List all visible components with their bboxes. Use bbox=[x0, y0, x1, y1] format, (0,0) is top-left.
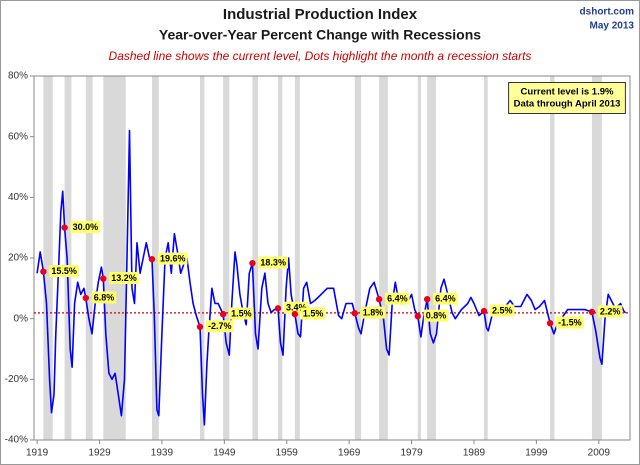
recession-start-dot bbox=[40, 268, 47, 275]
dot-label-bg bbox=[360, 306, 386, 319]
recession-band bbox=[591, 76, 602, 440]
dot-label: 1.5% bbox=[231, 308, 252, 318]
dot-label-bg bbox=[157, 252, 188, 265]
dot-label-bg bbox=[489, 304, 515, 317]
recession-start-dot bbox=[414, 313, 422, 320]
x-tick-label: 1919 bbox=[26, 448, 49, 459]
recession-band bbox=[200, 76, 205, 440]
dot-label-bg bbox=[556, 316, 584, 329]
dot-label-bg bbox=[206, 320, 234, 333]
dot-label: 3.4% bbox=[286, 303, 307, 313]
recession-start-dot bbox=[546, 320, 554, 327]
recession-start-dot bbox=[61, 224, 68, 231]
y-tick-label: -20% bbox=[5, 374, 28, 385]
dot-label: 18.3% bbox=[260, 258, 286, 268]
dot-label-bg bbox=[229, 307, 254, 320]
recession-band bbox=[43, 76, 53, 440]
recession-start-dot bbox=[291, 310, 299, 318]
y-tick-label: 40% bbox=[8, 192, 28, 203]
dot-label-bg bbox=[109, 272, 139, 285]
dot-label-bg bbox=[385, 292, 410, 305]
x-tick-label: 1939 bbox=[151, 448, 174, 459]
x-tick-label: 1959 bbox=[276, 448, 299, 459]
dot-label: 1.8% bbox=[363, 308, 384, 318]
dot-label: 0.8% bbox=[426, 311, 447, 321]
recession-start-dot bbox=[196, 323, 204, 331]
y-tick-label: 60% bbox=[8, 131, 28, 142]
chart-title: Industrial Production Index bbox=[223, 6, 418, 23]
recession-band bbox=[294, 76, 300, 440]
x-tick-label: 1999 bbox=[525, 448, 548, 459]
recession-start-dot bbox=[148, 256, 156, 263]
dot-label: 6.8% bbox=[94, 292, 115, 302]
x-tick-label: 1949 bbox=[213, 448, 236, 459]
dot-label: 19.6% bbox=[160, 254, 186, 264]
recession-band bbox=[85, 76, 93, 440]
date: May 2013 bbox=[590, 21, 635, 32]
dot-label-bg bbox=[91, 291, 117, 304]
dot-label-bg bbox=[433, 292, 458, 305]
dot-label: 1.5% bbox=[303, 308, 324, 318]
dot-label: 13.2% bbox=[111, 273, 137, 283]
dot-label: -1.5% bbox=[558, 318, 582, 328]
recession-start-dot bbox=[100, 275, 107, 282]
recession-band bbox=[417, 76, 421, 440]
x-tick-label: 1989 bbox=[463, 448, 486, 459]
annotation-line: Current level is 1.9% bbox=[521, 87, 614, 98]
plot-area: -40% -20% 0% 20% 40% 60% 80% 1919 1929 1939 1949 19… bbox=[5, 71, 631, 459]
annotation-line: Data through April 2013 bbox=[514, 99, 621, 110]
x-tick-label: 1979 bbox=[400, 448, 423, 459]
x-tick-label: 1969 bbox=[338, 448, 361, 459]
dot-label: 15.5% bbox=[51, 266, 77, 276]
dot-label-bg bbox=[300, 307, 326, 320]
y-tick-label: -40% bbox=[5, 435, 28, 446]
y-tick-label: 0% bbox=[14, 313, 29, 324]
recession-start-dot bbox=[249, 259, 256, 267]
y-tick-label: 20% bbox=[8, 253, 28, 264]
x-tick-label: 1929 bbox=[88, 448, 111, 459]
dot-label-bg bbox=[597, 305, 623, 318]
recession-band bbox=[64, 76, 72, 440]
recession-band bbox=[427, 76, 436, 440]
chart-subtitle: Year-over-Year Percent Change with Reces… bbox=[159, 27, 481, 43]
source: dshort.com bbox=[580, 7, 635, 18]
recession-start-dot bbox=[375, 296, 383, 303]
dot-label: 6.4% bbox=[435, 294, 456, 304]
dot-label: 2.2% bbox=[600, 306, 621, 316]
dot-label: 6.4% bbox=[387, 294, 408, 304]
recession-start-dot bbox=[219, 310, 227, 318]
annotation: Current level is 1.9%Data through April … bbox=[508, 82, 626, 115]
dot-label: 30.0% bbox=[73, 222, 99, 232]
dot-label: 2.5% bbox=[492, 305, 513, 315]
dot-label-bg bbox=[258, 256, 288, 269]
recession-band bbox=[379, 76, 388, 440]
dot-label-bg bbox=[70, 221, 101, 234]
recession-band bbox=[252, 76, 259, 440]
recession-start-dot bbox=[423, 296, 431, 303]
recession-start-dot bbox=[480, 307, 488, 315]
x-tick-label: 2009 bbox=[588, 448, 611, 459]
annotation-box bbox=[508, 82, 626, 115]
y-tick-label: 80% bbox=[8, 71, 28, 82]
recession-band bbox=[483, 76, 488, 440]
recession-start-dot bbox=[274, 305, 282, 312]
recession-start-dot bbox=[588, 308, 596, 316]
recession-band bbox=[354, 76, 362, 440]
recession-band bbox=[550, 76, 555, 440]
recession-band bbox=[223, 76, 230, 440]
dot-label: -2.7% bbox=[208, 321, 232, 331]
dot-label-bg bbox=[423, 309, 449, 322]
recession-band bbox=[103, 76, 126, 440]
recession-start-dot bbox=[351, 310, 358, 317]
recession-band bbox=[151, 76, 159, 440]
chart-note: Dashed line shows the current level, Dot… bbox=[109, 49, 532, 63]
dot-label-bg bbox=[49, 265, 79, 278]
recession-start-dot bbox=[82, 294, 89, 302]
